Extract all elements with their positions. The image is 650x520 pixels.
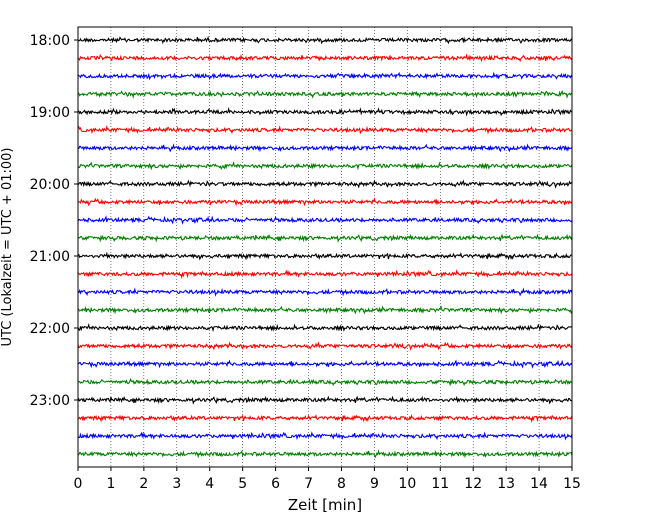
plot-frame (77, 26, 573, 468)
trace-2245 (77, 377, 573, 387)
trace-1815 (77, 53, 573, 63)
trace-1845 (77, 89, 573, 100)
x-tick-label: 4 (205, 476, 214, 492)
y-tick-label: 20:00 (30, 177, 70, 193)
trace-2145 (77, 305, 573, 315)
x-tick-label: 5 (238, 476, 247, 492)
x-tick-label: 1 (106, 476, 115, 492)
x-tick-label: 8 (337, 476, 346, 492)
trace-2130 (77, 287, 573, 297)
x-tick-label: 13 (497, 476, 515, 492)
y-tick-label: 19:00 (30, 105, 70, 121)
trace-1915 (77, 125, 573, 135)
x-tick-label: 11 (431, 476, 449, 492)
y-tick-label: 22:00 (30, 321, 70, 337)
trace-2045 (77, 233, 573, 243)
trace-2030 (77, 215, 573, 225)
x-tick-label: 12 (464, 476, 482, 492)
trace-1945 (77, 161, 573, 171)
x-tick-label: 15 (563, 476, 581, 492)
trace-1900 (77, 106, 573, 117)
trace-1800 (77, 35, 573, 45)
y-axis-ticks: 18:00 19:00 20:00 21:00 22:00 23:00 (30, 33, 78, 409)
y-tick-label: 21:00 (30, 249, 70, 265)
y-tick-label: 18:00 (30, 33, 70, 49)
x-tick-label: 3 (172, 476, 181, 492)
x-tick-label: 10 (398, 476, 416, 492)
x-tick-label: 7 (304, 476, 313, 492)
seismogram-traces (77, 35, 573, 459)
trace-2115 (77, 269, 573, 279)
x-axis-ticks: 0 1 2 3 4 5 6 7 8 9 10 11 12 13 14 15 (74, 467, 581, 492)
x-tick-label: 14 (530, 476, 548, 492)
trace-1930 (77, 143, 573, 153)
trace-2315 (77, 414, 573, 423)
trace-1830 (77, 71, 573, 81)
trace-2230 (77, 359, 573, 369)
x-axis-label: Zeit [min] (288, 496, 362, 514)
y-axis-label: UTC (Lokalzeit = UTC + 01:00) (0, 148, 15, 347)
y-tick-label: 23:00 (30, 393, 70, 409)
x-tick-label: 0 (74, 476, 83, 492)
trace-2215 (77, 341, 573, 351)
x-tick-label: 9 (370, 476, 379, 492)
trace-2330 (77, 431, 573, 441)
grid-lines (110, 27, 540, 467)
trace-2200 (77, 323, 573, 333)
trace-2345 (77, 449, 573, 459)
x-tick-label: 6 (271, 476, 280, 492)
trace-2300 (77, 395, 573, 405)
trace-2015 (77, 197, 573, 207)
trace-2100 (77, 251, 573, 261)
trace-2000 (77, 179, 573, 189)
x-tick-label: 2 (139, 476, 148, 492)
